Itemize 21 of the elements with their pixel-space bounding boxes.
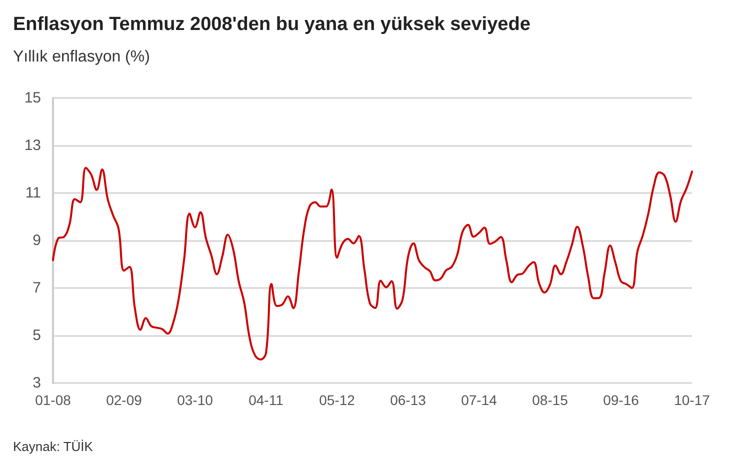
text: Kaynak: TÜİK [13, 439, 94, 454]
x-tick-label: 05-12 [319, 392, 356, 408]
x-tick-label: 08-15 [532, 392, 568, 408]
y-tick-label: 13 [24, 137, 41, 154]
x-tick-label: 04-11 [248, 392, 284, 408]
x-tick-label: 09-16 [603, 392, 640, 408]
y-tick-label: 11 [25, 184, 41, 202]
y-tick-label: 7 [32, 280, 41, 296]
y-tick-label: 3 [32, 374, 41, 392]
chart-subtitle: Yıllık enflasyon (%) [13, 48, 150, 66]
x-tick-label: 03-10 [177, 392, 214, 408]
x-tick-label: 02-09 [106, 392, 142, 408]
y-tick-label: 5 [32, 327, 41, 344]
x-tick-label: 10-17 [674, 392, 710, 408]
line-series [52, 166, 693, 360]
chart-title: Enflasyon Temmuz 2008'den bu yana en yüksek seviyede [13, 14, 530, 35]
x-tick-label: 01-08 [35, 392, 72, 408]
y-tick-label: 9 [32, 232, 41, 249]
x-tick-label: 07-14 [461, 392, 498, 408]
x-tick-label: 06-13 [390, 392, 426, 408]
y-tick-label: 15 [24, 90, 41, 106]
